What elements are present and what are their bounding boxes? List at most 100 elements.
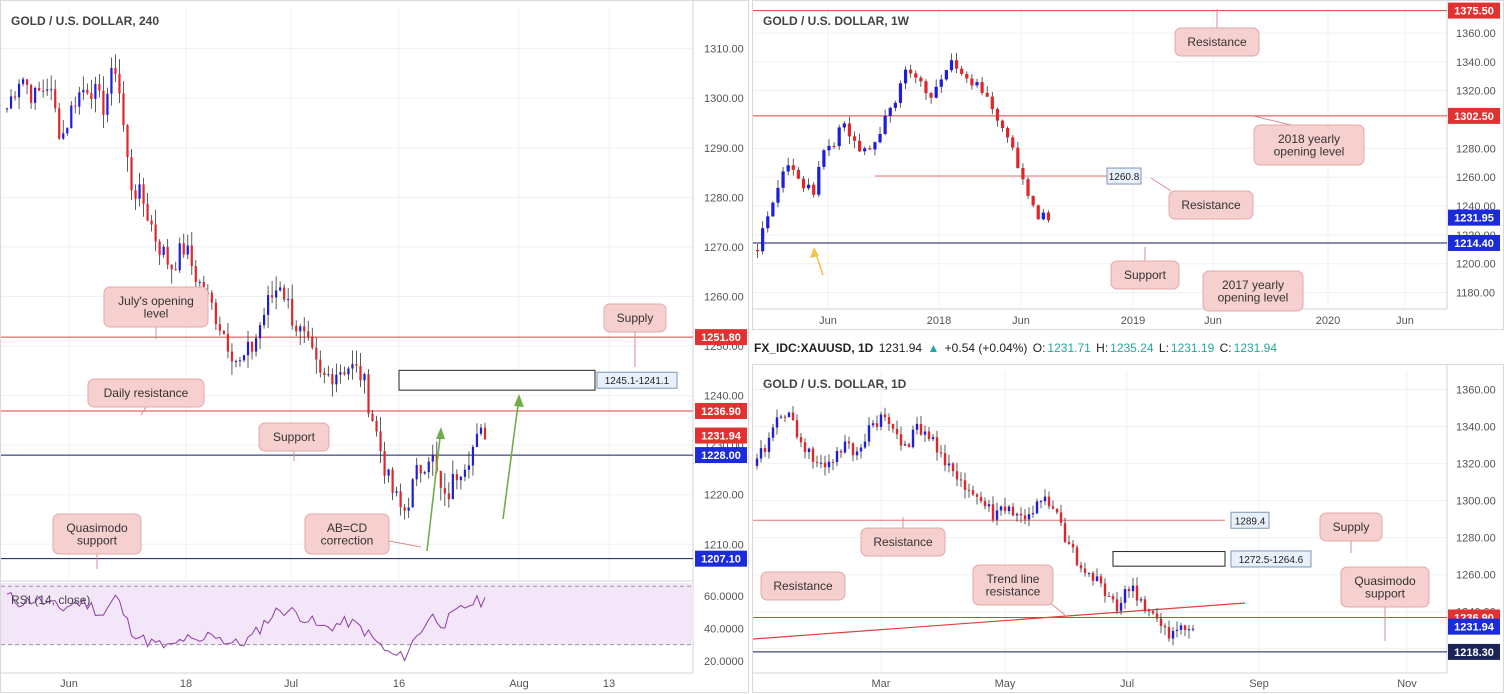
candle-body — [1000, 120, 1005, 129]
note-text: Support — [273, 430, 316, 444]
candle-body — [944, 70, 948, 80]
candle-body — [1003, 506, 1007, 512]
candle-body — [878, 133, 882, 143]
d1-chart-panel[interactable]: 1289.4 1272.5-1264.6 Supply Resistance Resi… — [752, 364, 1504, 693]
d1-chart-svg[interactable]: 1289.4 1272.5-1264.6 Supply Resistance Resi… — [753, 365, 1504, 694]
close-label: C: — [1219, 341, 1232, 355]
candle-body — [287, 298, 290, 300]
candle-body — [939, 79, 943, 87]
x-tick-label: Jul — [284, 678, 298, 690]
x-tick-label: Jun — [60, 678, 78, 690]
x-tick-label: Jun — [1396, 315, 1414, 327]
candle-body — [1119, 602, 1123, 611]
note-pointer — [1252, 115, 1292, 126]
note-text: Trend line — [987, 572, 1040, 586]
y-tick-label: 1320.00 — [1456, 459, 1496, 471]
candle-body — [761, 228, 765, 252]
candle-body — [1115, 599, 1119, 611]
candle-body — [1027, 514, 1031, 520]
candle-body — [875, 423, 879, 427]
candle-body — [781, 171, 785, 188]
candle-body — [303, 326, 306, 332]
candle-body — [991, 504, 995, 520]
x-tick-label: 18 — [180, 678, 192, 690]
w1-chart-panel[interactable]: 1260.8 Resistance 2018 yearly opening leve… — [752, 0, 1504, 330]
candle-body — [831, 461, 835, 463]
candle-body — [307, 331, 310, 337]
candle-body — [9, 96, 13, 109]
candle-body — [1139, 599, 1143, 601]
candle-body — [399, 491, 402, 508]
price-tag-label: 1231.94 — [1454, 622, 1495, 634]
candle-body — [299, 326, 302, 332]
candle-body — [21, 79, 25, 84]
candle-body — [771, 427, 775, 438]
candle-body — [411, 479, 414, 508]
candle-body — [971, 490, 975, 495]
candle-body — [1039, 501, 1043, 503]
candle-body — [1163, 625, 1167, 628]
candle-body — [94, 84, 97, 99]
candle-body — [415, 465, 418, 480]
candle-body — [1083, 568, 1087, 573]
candle-body — [130, 157, 133, 191]
candle-body — [1015, 513, 1019, 516]
candle-body — [391, 469, 394, 493]
y-tick-label: 1260.00 — [704, 291, 744, 303]
candle-body — [766, 216, 770, 229]
price-tag — [1448, 2, 1500, 19]
h4-chart-panel[interactable]: 1245.1-1241.1 July's opening level Supply D… — [0, 0, 749, 693]
y-tick-label: 1270.00 — [704, 242, 744, 254]
candle-body — [371, 413, 374, 421]
yellow-arrow-head — [810, 247, 819, 258]
candle-body — [443, 487, 446, 494]
candle-body — [806, 184, 811, 189]
candle-body — [25, 79, 29, 85]
x-tick-label: 2019 — [1121, 315, 1145, 327]
candle-body — [226, 333, 230, 352]
candle-body — [1111, 596, 1115, 600]
candle-body — [427, 461, 430, 473]
candle-body — [795, 420, 799, 438]
note-text: Support — [1124, 268, 1167, 282]
candle-body — [899, 434, 903, 446]
candle-body — [275, 290, 278, 298]
high-label: H: — [1096, 341, 1109, 355]
candle-body — [347, 368, 350, 375]
note-text: AB=CD — [327, 521, 368, 535]
note-box — [1202, 270, 1304, 312]
candle-body — [879, 414, 883, 427]
note-box — [760, 571, 846, 601]
note-box — [1253, 124, 1365, 166]
candle-body — [990, 96, 994, 110]
rsi-tick-label: 40.0000 — [704, 623, 744, 635]
candle-body — [1071, 543, 1075, 548]
candle-body — [1067, 541, 1071, 544]
candle-body — [254, 338, 258, 352]
note-pointer — [388, 540, 422, 548]
candle-body — [807, 448, 811, 453]
candle-body — [931, 437, 935, 440]
note-text: Quasimodo — [1354, 574, 1416, 588]
candle-body — [949, 60, 954, 71]
candle-body — [1059, 512, 1063, 523]
candle-body — [1135, 585, 1139, 601]
note-box — [1174, 27, 1260, 57]
candle-body — [279, 287, 282, 291]
price-tag-label: 1375.50 — [1454, 6, 1494, 18]
last-price: 1231.94 — [878, 341, 923, 355]
candle-body — [811, 448, 815, 462]
candle-body — [1031, 195, 1035, 206]
candle-body — [975, 494, 979, 497]
price-tag — [695, 402, 747, 419]
candle-body — [178, 243, 181, 271]
candle-body — [914, 73, 918, 78]
candle-body — [82, 89, 85, 93]
note-box — [103, 286, 209, 328]
candle-body — [283, 287, 286, 300]
candle-body — [138, 184, 141, 199]
candle-body — [943, 453, 947, 466]
candle-body — [863, 441, 867, 448]
